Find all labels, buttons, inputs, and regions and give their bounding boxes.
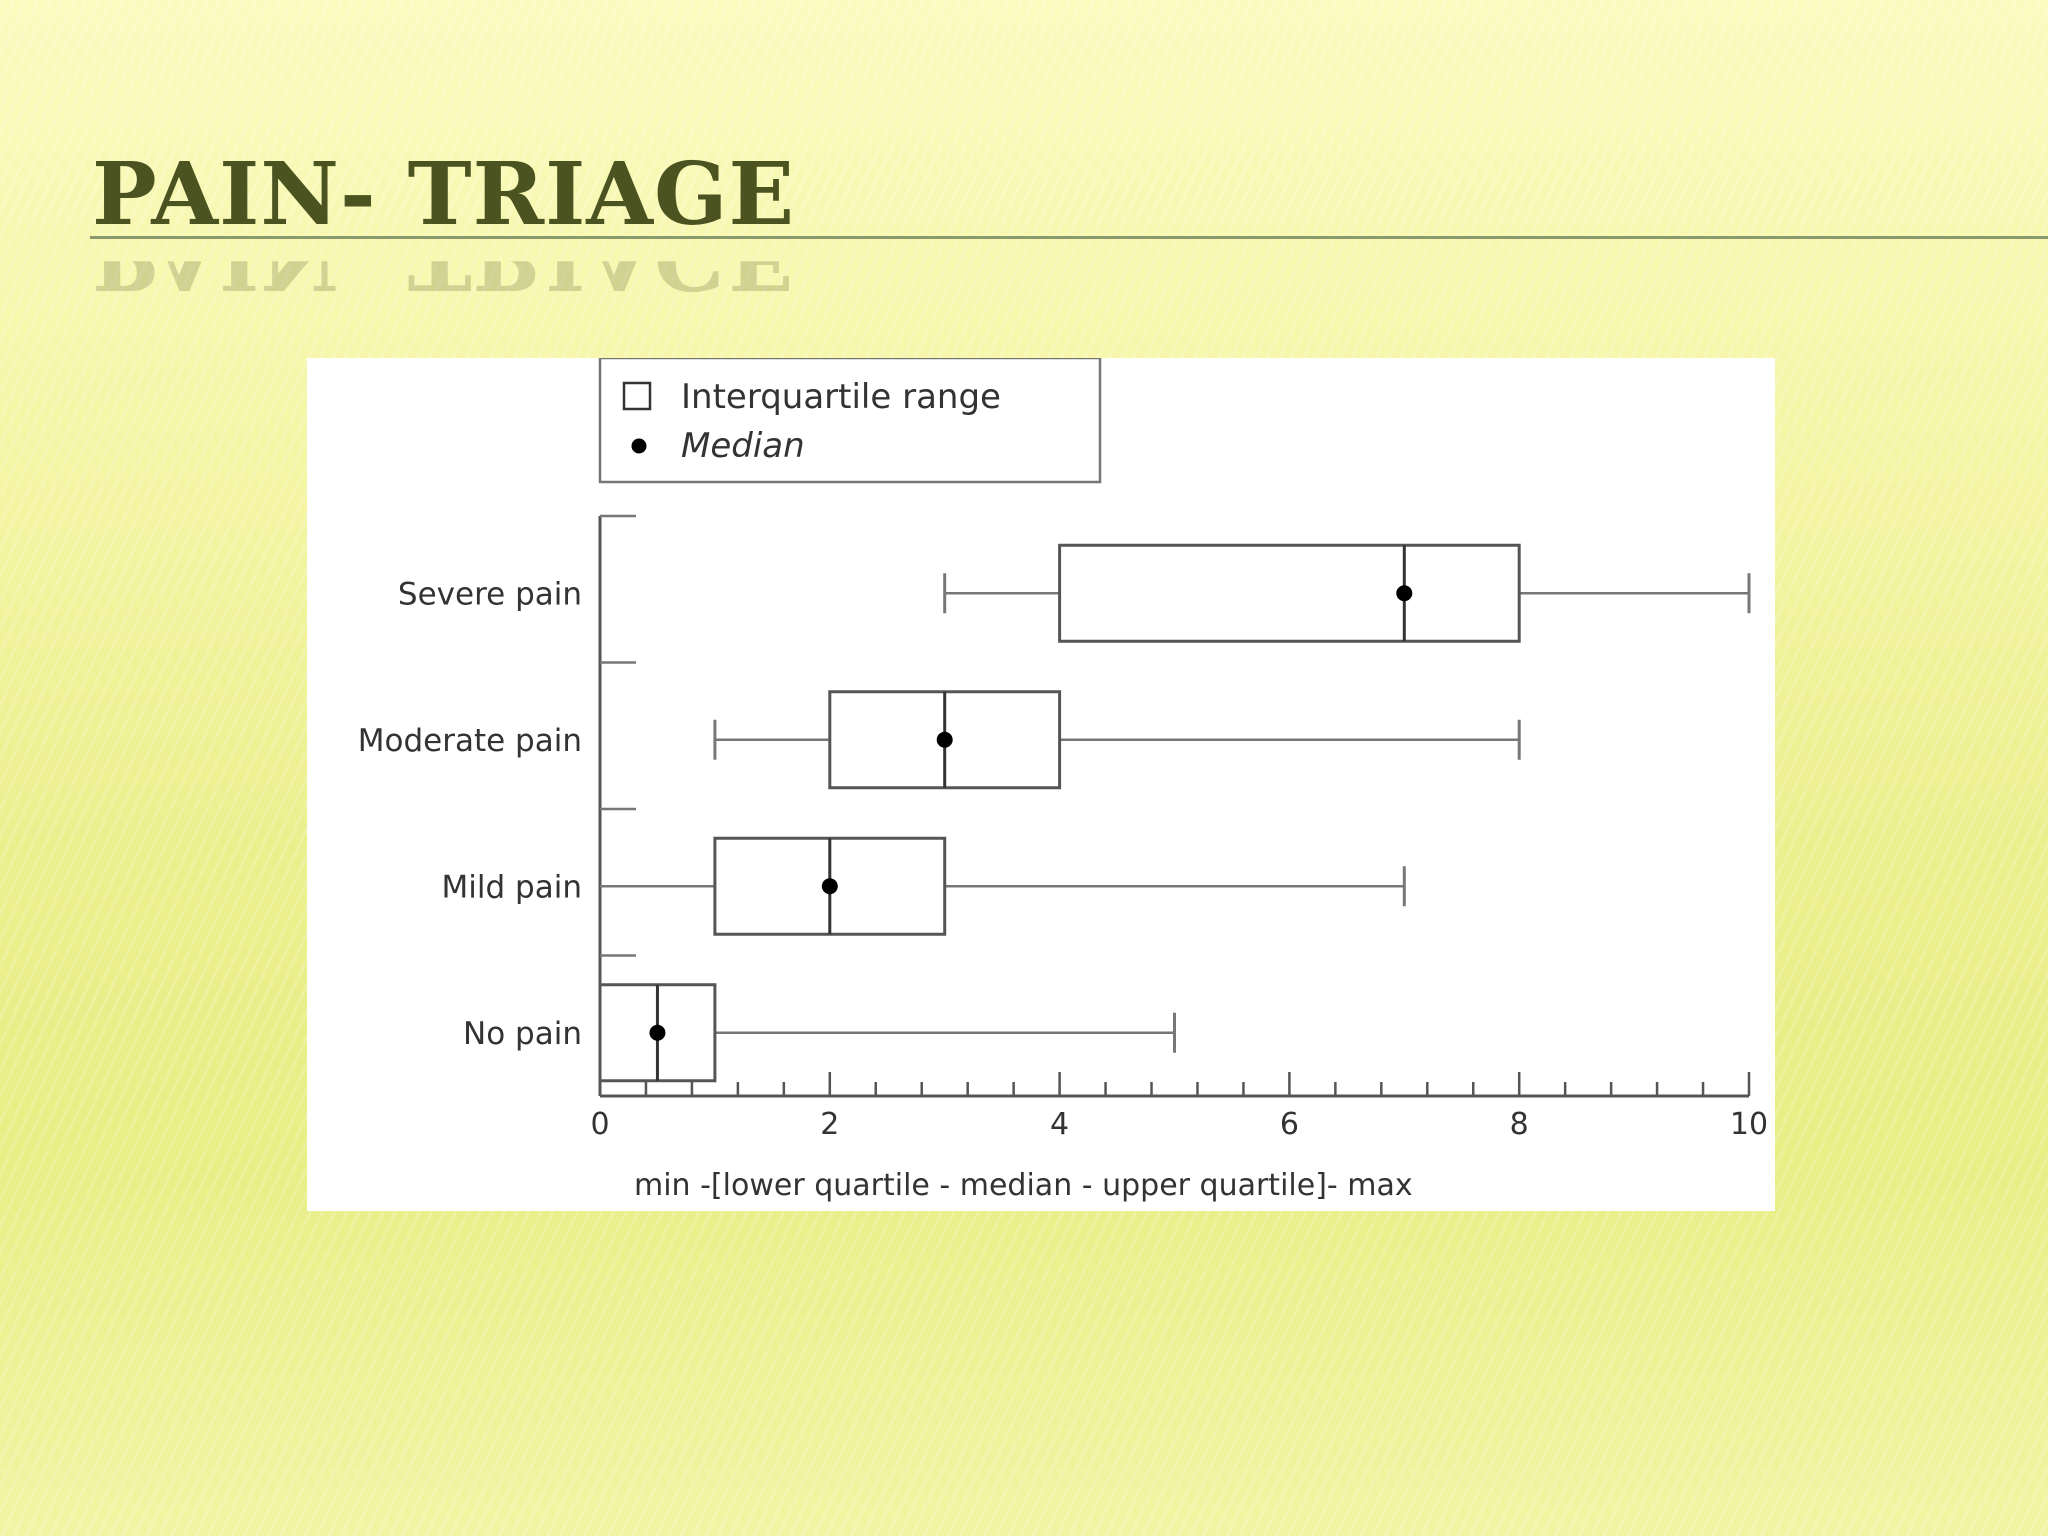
x-tick-label: 10 [1730,1107,1768,1142]
x-tick-label: 4 [1050,1107,1069,1142]
median-marker [821,878,838,895]
legend-median-marker [631,438,647,454]
x-tick-label: 2 [820,1107,839,1142]
boxplot-chart: Interquartile range Median 0 2 4 6 8 10 Severe… [358,356,1768,1203]
x-axis-label: min -[lower quartile - median - upper qu… [634,1168,1413,1203]
x-tick-label: 0 [590,1107,609,1142]
title-underline [90,236,2048,239]
chart-panel: Interquartile range Median 0 2 4 6 8 10 Severe… [307,356,1775,1211]
chart-legend: Interquartile range Median [598,356,1102,484]
iqr-box [1058,543,1521,643]
legend-median-label: Median [681,426,805,466]
x-tick-label: 6 [1280,1107,1299,1142]
median-marker [1396,585,1413,602]
y-category-label: Moderate pain [358,723,582,759]
median-marker [936,731,953,748]
plot-area: 0 2 4 6 8 10 Severe pain Moderate pain Mild pain… [358,514,1768,1142]
x-tick-label: 8 [1510,1107,1529,1142]
median-marker [649,1024,666,1041]
slide-title: PAIN- TRIAGE [92,144,796,245]
y-category-label: Mild pain [442,869,582,905]
legend-iqr-label: Interquartile range [681,377,1001,417]
y-category-label: No pain [463,1016,582,1052]
y-category-label: Severe pain [398,576,582,612]
slide-title-wrap: PAIN- TRIAGE PAIN- TRIAGE [92,152,795,238]
legend-frame [598,356,1102,484]
legend-iqr-swatch [622,381,652,411]
